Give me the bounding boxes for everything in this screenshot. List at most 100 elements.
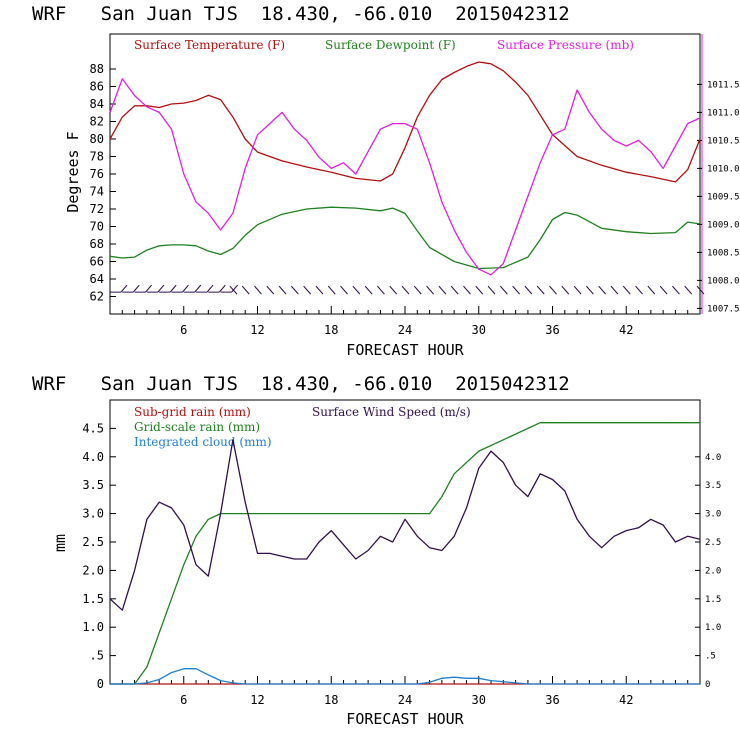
- x-tick-label: 24: [398, 323, 412, 337]
- y-tick-label: .5: [90, 649, 104, 663]
- wind-barb: [254, 285, 262, 295]
- y-tick-label: 74: [90, 185, 104, 199]
- y2-tick-label: 3.0: [705, 510, 721, 520]
- y-tick-label: 62: [90, 290, 104, 304]
- wind-barb-flag: [145, 284, 152, 293]
- y-tick-label: 82: [90, 115, 104, 129]
- wind-barb: [327, 285, 336, 295]
- y-tick-label: 64: [90, 272, 104, 286]
- grid-scale-rain-mm-line: [110, 422, 700, 685]
- wind-barb-flag: [169, 284, 177, 293]
- legend-surface-pressure: Surface Pressure (mb): [497, 38, 634, 52]
- wind-barb: [512, 285, 521, 295]
- y-tick-label: 84: [90, 97, 104, 111]
- y-tick-label: 2.0: [82, 563, 104, 577]
- y2-tick-label: 4.0: [705, 453, 721, 463]
- wind-barb: [377, 285, 385, 295]
- wind-barb-flag: [231, 284, 239, 293]
- wind-barb-flag: [120, 284, 128, 293]
- surface-temperature-f-line: [109, 61, 701, 183]
- x-tick-label: 6: [180, 693, 187, 707]
- wind-barb: [475, 285, 484, 295]
- y2-tick-label: 1007.5: [707, 304, 740, 314]
- y-tick-label: 2.5: [82, 535, 104, 549]
- x-tick-label: 42: [619, 323, 633, 337]
- surface-pressure-mb-line: [109, 78, 701, 276]
- wind-barb: [696, 285, 705, 295]
- wind-barb: [278, 285, 287, 295]
- top-x-axis-label: FORECAST HOUR: [346, 341, 464, 359]
- wind-barb: [585, 285, 594, 295]
- wind-barb: [315, 285, 324, 295]
- wind-barb: [573, 285, 582, 295]
- wind-barb: [438, 285, 447, 295]
- top-chart-title: WRF San Juan TJS 18.430, -66.010 2015042…: [32, 3, 570, 25]
- wind-barb-flag: [206, 284, 214, 293]
- y2-tick-label: 1.5: [705, 595, 721, 605]
- y2-tick-label: 2.5: [705, 538, 721, 548]
- y2-tick-label: 3.5: [705, 481, 721, 491]
- y-tick-label: 86: [90, 80, 104, 94]
- legend-grid-scale-rain: Grid-scale rain (mm): [134, 420, 260, 434]
- y-tick-label: 3.5: [82, 478, 104, 492]
- y-tick-label: 72: [90, 202, 104, 216]
- wind-barb: [672, 285, 680, 295]
- wind-barb: [401, 285, 410, 295]
- wind-barb: [241, 285, 250, 295]
- x-tick-label: 12: [250, 693, 264, 707]
- y-tick-label: 3.0: [82, 507, 104, 521]
- y-tick-label: 88: [90, 62, 104, 76]
- y-tick-label: 76: [90, 167, 104, 181]
- wind-barb-flag: [218, 284, 226, 293]
- x-tick-label: 12: [250, 323, 264, 337]
- top-y-axis-label: Degrees F: [64, 131, 82, 212]
- y-tick-label: 70: [90, 220, 104, 234]
- legend-surface-temperature: Surface Temperature (F): [134, 38, 285, 52]
- wind-barb-flag: [182, 284, 189, 293]
- top-plot-frame: [109, 33, 701, 315]
- wind-barb: [684, 285, 693, 295]
- y2-tick-label: 1009.5: [707, 192, 740, 202]
- wind-barb: [364, 285, 373, 295]
- wind-barb: [389, 285, 398, 295]
- wind-barb: [340, 285, 348, 295]
- x-tick-label: 18: [324, 323, 338, 337]
- wind-barb: [463, 285, 471, 295]
- wind-barb: [561, 285, 570, 295]
- wind-barb: [647, 285, 656, 295]
- x-tick-label: 42: [619, 693, 633, 707]
- y-tick-label: 4.5: [82, 421, 104, 435]
- wind-barb: [229, 285, 238, 295]
- y2-tick-label: 1011.5: [707, 80, 740, 90]
- y2-tick-label: 1011.0: [707, 108, 740, 118]
- wind-barb: [303, 285, 312, 295]
- wind-barb-flag: [194, 284, 202, 293]
- x-tick-label: 18: [324, 693, 338, 707]
- y2-tick-label: 2.0: [705, 566, 721, 576]
- x-tick-label: 6: [180, 323, 187, 337]
- wind-barb: [266, 285, 275, 295]
- wind-barb: [598, 285, 607, 295]
- wind-barb: [413, 285, 422, 295]
- integrated-cloud-mm-line: [110, 668, 700, 685]
- wind-barb: [450, 285, 459, 295]
- wind-barb: [659, 285, 668, 295]
- y-tick-label: 78: [90, 150, 104, 164]
- surface-dewpoint-f-line: [109, 206, 701, 270]
- legend-surface-wind-speed: Surface Wind Speed (m/s): [312, 405, 471, 419]
- wind-barb: [487, 285, 496, 295]
- y2-tick-label: 1008.5: [707, 248, 740, 258]
- wind-barb: [610, 285, 619, 295]
- legend-sub-grid-rain: Sub-grid rain (mm): [134, 405, 251, 419]
- x-tick-label: 30: [472, 323, 486, 337]
- y-tick-label: 4.0: [82, 450, 104, 464]
- wind-barb: [524, 285, 533, 295]
- y-tick-label: 0: [97, 677, 104, 691]
- x-tick-label: 36: [545, 693, 559, 707]
- y-tick-label: 1.0: [82, 620, 104, 634]
- wind-barb: [290, 285, 299, 295]
- y2-tick-label: 1008.0: [707, 276, 740, 286]
- y-tick-label: 66: [90, 255, 104, 269]
- bottom-chart-title: WRF San Juan TJS 18.430, -66.010 2015042…: [32, 373, 570, 395]
